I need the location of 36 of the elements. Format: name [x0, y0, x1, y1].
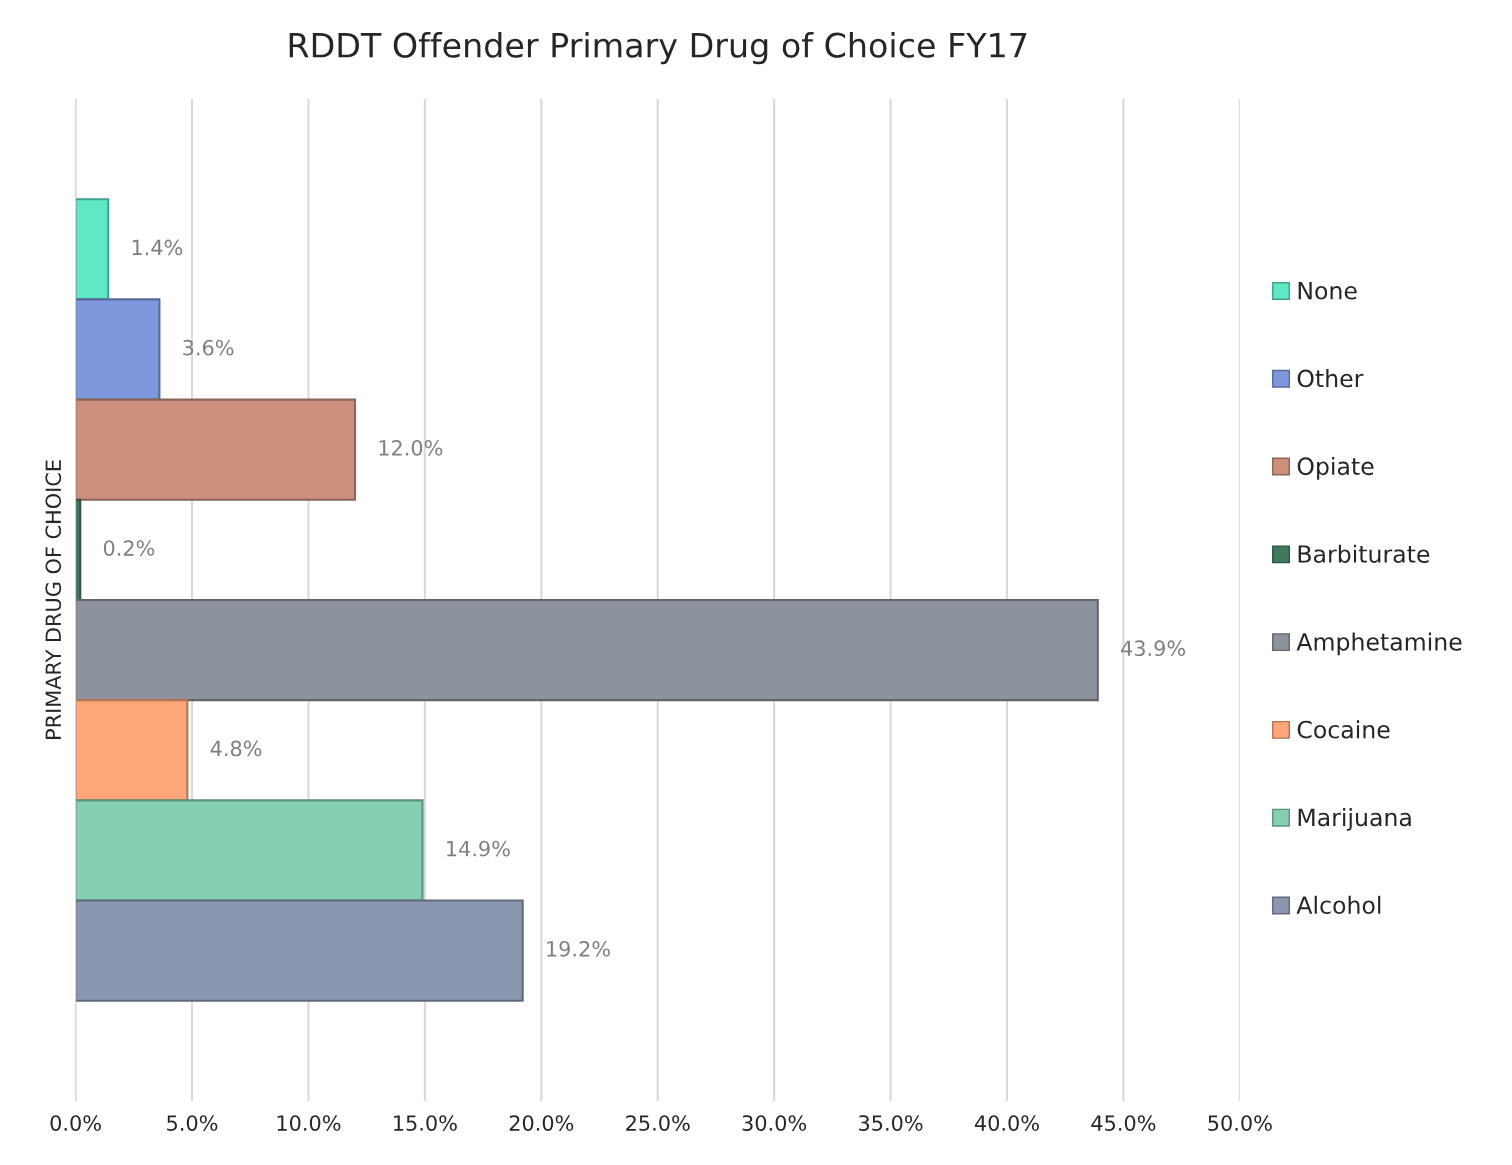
- bar: [75, 598, 1099, 702]
- x-tick-label: 40.0%: [974, 1115, 1039, 1131]
- x-tick-label: 20.0%: [509, 1115, 574, 1131]
- bar: [75, 298, 161, 401]
- bar: [75, 899, 524, 1002]
- legend-label: Opiate: [1297, 456, 1374, 480]
- x-tick-label: 50.0%: [1208, 1115, 1272, 1131]
- x-tick-label: 10.0%: [277, 1115, 341, 1131]
- bar: [75, 398, 357, 501]
- legend-label: Other: [1297, 369, 1364, 388]
- data-label: 43.9%: [1121, 640, 1186, 657]
- x-tick-label: 25.0%: [626, 1115, 690, 1131]
- data-label: 12.0%: [379, 439, 443, 456]
- x-tick-label: 0.0%: [50, 1115, 101, 1131]
- data-label: 3.6%: [183, 339, 234, 356]
- x-tick-label: 30.0%: [742, 1115, 807, 1131]
- x-tick-label: 35.0%: [859, 1115, 923, 1131]
- data-label: 4.8%: [210, 740, 262, 757]
- data-label: 0.2%: [103, 540, 155, 556]
- y-axis-title: PRIMARY DRUG OF CHOICE: [45, 460, 62, 739]
- data-label: 19.2%: [547, 940, 610, 957]
- data-label: 14.9%: [447, 840, 510, 857]
- legend-label: Cocaine: [1297, 720, 1390, 739]
- bar: [75, 699, 189, 802]
- x-tick-label: 45.0%: [1091, 1115, 1156, 1131]
- x-tick-label: 15.0%: [394, 1115, 457, 1131]
- data-label: 1.4%: [132, 239, 183, 256]
- legend-label: Alcohol: [1296, 895, 1381, 915]
- x-tick-label: 5.0%: [167, 1115, 218, 1131]
- chart-title: RDDT Offender Primary Drug of Choice FY17: [289, 32, 1027, 65]
- legend-label: None: [1298, 282, 1357, 300]
- legend-label: Amphetamine: [1296, 632, 1462, 656]
- bar: [75, 198, 110, 301]
- legend-label: Barbiturate: [1298, 544, 1430, 563]
- bar: [75, 799, 424, 902]
- legend-label: Marijuana: [1298, 808, 1411, 831]
